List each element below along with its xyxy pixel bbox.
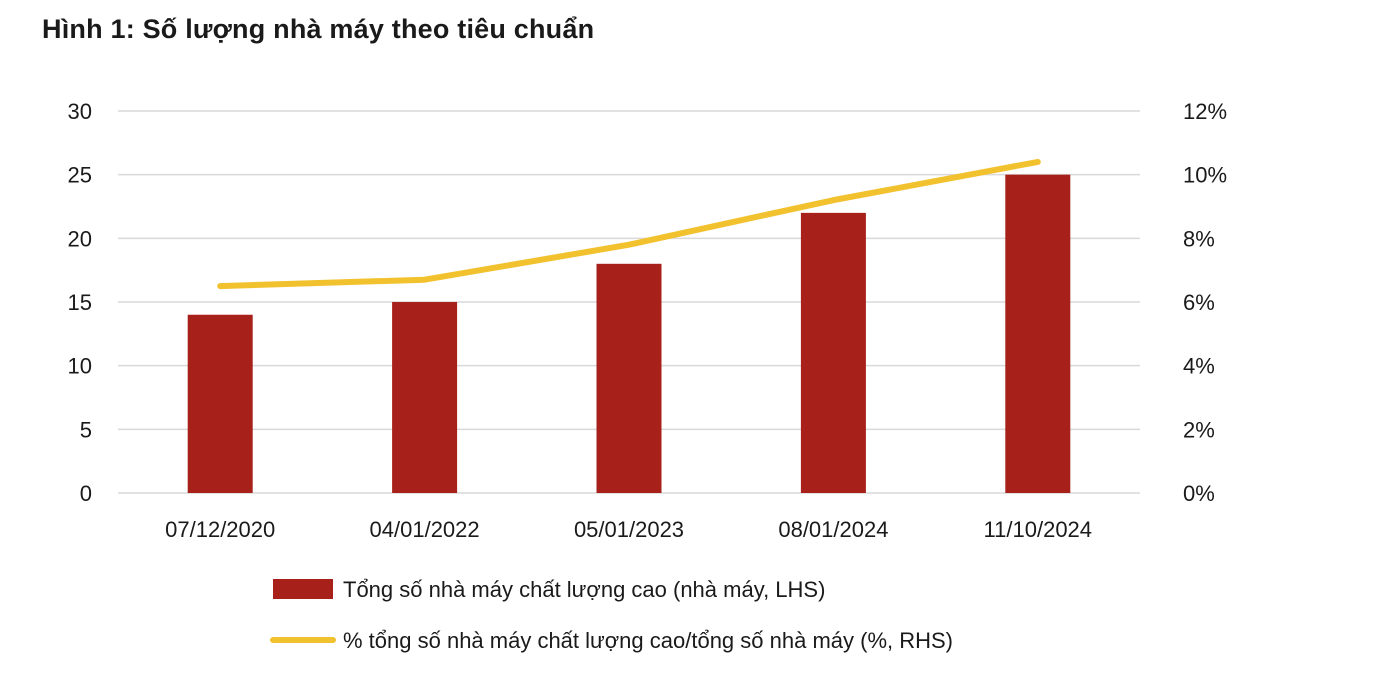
legend-bar-swatch (273, 579, 333, 599)
bar (1005, 174, 1071, 493)
bar (392, 302, 458, 493)
line-series (217, 158, 1041, 290)
bar (800, 212, 866, 493)
y-right-tick-label: 10% (1183, 163, 1227, 188)
y-left-tick-label: 30 (68, 99, 92, 124)
y-right-tick-label: 0% (1183, 481, 1215, 506)
y-right-tick-label: 6% (1183, 290, 1215, 315)
y-left-tick-label: 15 (68, 290, 92, 315)
bar (187, 314, 253, 493)
y-left-tick-label: 5 (80, 417, 92, 442)
chart-title: Hình 1: Số lượng nhà máy theo tiêu chuẩn (42, 14, 595, 44)
legend-line-label: % tổng số nhà máy chất lượng cao/tổng số… (343, 628, 953, 653)
x-tick-label: 11/10/2024 (984, 517, 1092, 542)
legend-bar-label: Tổng số nhà máy chất lượng cao (nhà máy,… (343, 577, 825, 602)
y-right-tick-label: 2% (1183, 417, 1215, 442)
y-left-tick-label: 25 (68, 163, 92, 188)
x-tick-label: 05/01/2023 (574, 517, 684, 542)
legend: Tổng số nhà máy chất lượng cao (nhà máy,… (270, 577, 953, 653)
bars (187, 174, 1071, 493)
y-right-tick-label: 4% (1183, 354, 1215, 379)
y-left-tick-label: 20 (68, 226, 92, 251)
x-tick-label: 07/12/2020 (165, 517, 275, 542)
y-right-tick-label: 12% (1183, 99, 1227, 124)
x-tick-label: 08/01/2024 (778, 517, 888, 542)
y-left-tick-label: 0 (80, 481, 92, 506)
y-left-tick-label: 10 (68, 354, 92, 379)
axes: 0 0% 5 2% 10 4% 15 6% 20 8% 25 10% 30 12% 07/12/2020 04… (68, 99, 1228, 542)
bar (596, 263, 662, 493)
y-right-tick-label: 8% (1183, 226, 1215, 251)
x-tick-label: 04/01/2022 (370, 517, 480, 542)
